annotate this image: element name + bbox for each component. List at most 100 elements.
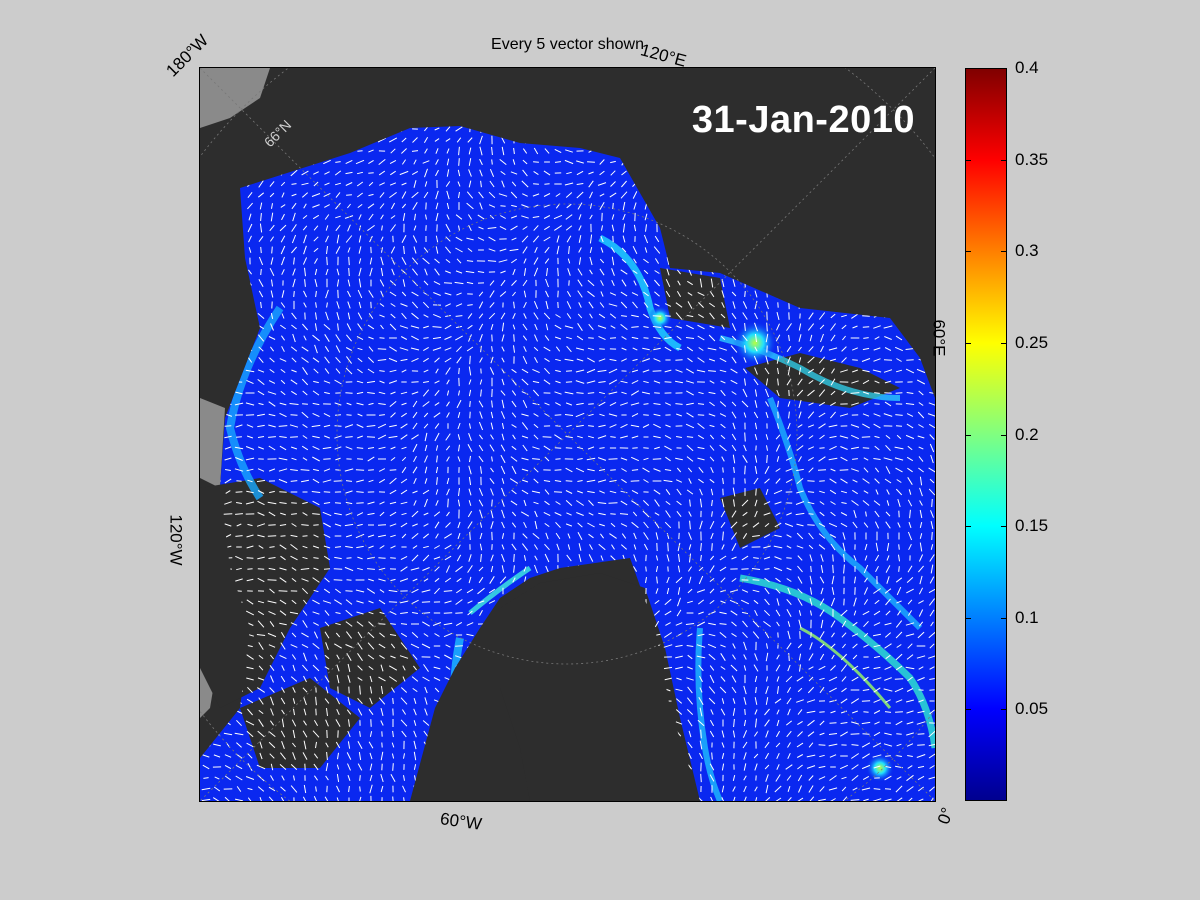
drift-vector [477, 632, 485, 638]
drift-vector [907, 182, 913, 186]
drift-vector [411, 335, 419, 341]
drift-vector [808, 653, 814, 661]
drift-vector [511, 522, 517, 528]
drift-vector [786, 345, 792, 353]
drift-vector [534, 555, 538, 561]
drift-vector [709, 674, 715, 684]
drift-vector [445, 666, 451, 670]
drift-vector [545, 290, 549, 298]
drift-vector [894, 457, 904, 461]
drift-vector [334, 546, 342, 548]
drift-vector [512, 159, 516, 165]
drift-vector [457, 181, 461, 187]
drift-vector [302, 403, 308, 405]
drift-vector [291, 73, 296, 74]
drift-vector [304, 267, 306, 277]
drift-vector [378, 118, 386, 119]
drift-vector [588, 500, 594, 506]
drift-vector [621, 468, 627, 472]
drift-vector [765, 774, 769, 782]
drift-vector [906, 688, 914, 692]
drift-vector [543, 379, 551, 385]
drift-vector [852, 325, 858, 329]
drift-vector [435, 159, 439, 165]
drift-vector [301, 524, 309, 526]
drift-vector [929, 478, 935, 484]
drift-vector [797, 248, 803, 252]
drift-vector [928, 753, 935, 759]
drift-vector [577, 532, 583, 540]
drift-vector [280, 632, 286, 638]
drift-vector [663, 149, 673, 153]
drift-vector [631, 521, 639, 529]
drift-vector [653, 246, 661, 254]
drift-vector [919, 487, 923, 497]
drift-vector [213, 359, 221, 361]
drift-vector [347, 203, 351, 209]
drift-vector [458, 751, 460, 761]
drift-vector [874, 599, 880, 605]
drift-vector [334, 556, 342, 560]
drift-vector [334, 512, 342, 516]
drift-vector [687, 686, 693, 694]
drift-vector [687, 84, 693, 85]
drift-vector [719, 347, 727, 351]
drift-vector [798, 357, 802, 363]
drift-vector [367, 324, 375, 330]
drift-vector [368, 336, 374, 340]
drift-vector [345, 347, 353, 351]
drift-vector [851, 159, 859, 165]
drift-vector [467, 730, 473, 738]
drift-vector [543, 215, 551, 219]
drift-vector [608, 391, 618, 395]
drift-vector [711, 499, 713, 507]
drift-vector [224, 796, 232, 801]
drift-vector [445, 644, 451, 648]
drift-vector [204, 192, 208, 198]
drift-vector [234, 468, 244, 472]
drift-vector [731, 323, 737, 331]
drift-vector [587, 161, 595, 163]
drift-vector [642, 148, 650, 154]
drift-vector [522, 543, 528, 551]
drift-vector [621, 258, 627, 264]
drift-vector [533, 467, 539, 473]
drift-vector [435, 797, 439, 801]
drift-vector [413, 159, 417, 165]
drift-vector [676, 413, 682, 417]
drift-vector [334, 502, 342, 504]
drift-vector [676, 258, 682, 264]
drift-vector [898, 554, 900, 562]
drift-vector [356, 335, 364, 341]
drift-vector [744, 378, 746, 386]
drift-vector [884, 775, 892, 781]
drift-vector [653, 489, 661, 495]
drift-vector [841, 171, 847, 175]
drift-vector [698, 566, 704, 572]
drift-vector [202, 336, 210, 340]
drift-vector [898, 544, 900, 550]
drift-vector [578, 247, 582, 253]
drift-vector [742, 301, 748, 309]
drift-vector [664, 303, 672, 307]
drift-vector [501, 499, 505, 507]
drift-vector [688, 532, 692, 540]
drift-vector [709, 456, 715, 462]
drift-vector [929, 270, 935, 274]
drift-vector [587, 279, 595, 287]
drift-vector [566, 554, 572, 562]
drift-vector [577, 522, 583, 528]
drift-vector [524, 94, 525, 99]
drift-vector [696, 369, 706, 373]
drift-vector [830, 501, 836, 505]
drift-vector [457, 83, 461, 87]
drift-vector [819, 609, 825, 617]
drift-vector [831, 654, 835, 660]
drift-vector [456, 698, 462, 704]
drift-vector [291, 369, 297, 373]
drift-vector [424, 686, 428, 694]
drift-vector [532, 389, 540, 397]
drift-vector [468, 147, 472, 155]
drift-vector [631, 489, 639, 495]
drift-vector [446, 741, 450, 749]
